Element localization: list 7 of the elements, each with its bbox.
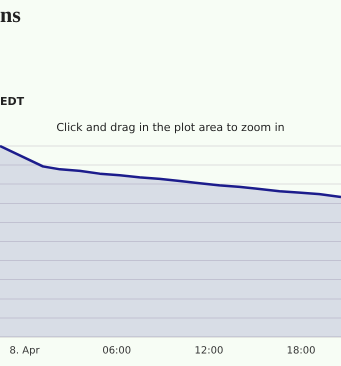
chart-title: ns <box>0 2 21 28</box>
x-tick-label: 8. Apr <box>10 346 40 357</box>
x-tick-label: 06:00 <box>102 346 132 357</box>
x-tick-label: 18:00 <box>286 346 316 357</box>
chart-subtitle: EDT <box>0 95 24 108</box>
text: Click and drag in the plot area to zoom in <box>55 121 286 134</box>
x-tick-label: 12:00 <box>194 346 224 357</box>
